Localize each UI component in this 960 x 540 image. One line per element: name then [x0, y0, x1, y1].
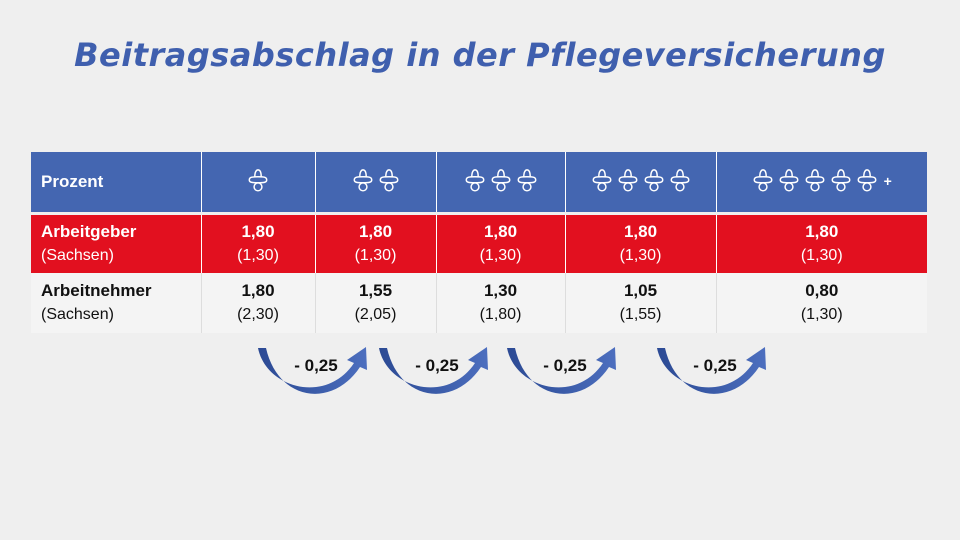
employer-saxony-rate-1: (1,30)	[237, 247, 279, 264]
employer-rate-1: 1,80	[241, 222, 275, 241]
pacifier-icon	[352, 167, 374, 193]
employee-rate-5: 0,80	[805, 281, 839, 300]
reduction-label: - 0,25	[693, 356, 737, 375]
employee-rate-4: 1,05	[623, 281, 658, 300]
header-col-5: +	[716, 152, 927, 212]
pacifier-icon	[669, 167, 691, 193]
employer-rate-3: 1,80	[483, 222, 518, 241]
reduction-arrow-1: - 0,25	[256, 343, 376, 403]
pacifier-icon	[617, 167, 639, 193]
pacifier-icon	[778, 167, 800, 193]
pacifier-icon	[856, 167, 878, 193]
table-header-row: Prozent +	[31, 152, 927, 212]
page-title: Beitragsabschlag in der Pflegeversicheru…	[74, 36, 886, 74]
header-label: Prozent	[31, 152, 202, 212]
employer-saxony-rate-2: (1,30)	[354, 247, 397, 264]
table-row-employee: Arbeitnehmer (Sachsen) 1,80 (2,30) 1,55 (2…	[31, 273, 927, 333]
row-label: Arbeitgeber	[41, 222, 137, 241]
header-col-1	[201, 152, 316, 212]
employer-saxony-rate-3: (1,30)	[479, 247, 522, 264]
pacifier-icon	[804, 167, 826, 193]
pacifier-icon	[643, 167, 665, 193]
plus-sign: +	[883, 172, 892, 189]
pacifier-icon	[830, 167, 852, 193]
reduction-arrow-4: - 0,25	[655, 343, 775, 403]
employee-saxony-rate-5: (1,30)	[800, 306, 843, 323]
reduction-label: - 0,25	[415, 356, 459, 375]
reduction-arrow-2: - 0,25	[377, 343, 497, 403]
employer-saxony-rate-5: (1,30)	[800, 247, 843, 264]
reduction-label: - 0,25	[294, 356, 338, 375]
employee-saxony-rate-4: (1,55)	[619, 306, 662, 323]
row-sublabel: (Sachsen)	[41, 247, 114, 264]
employer-rate-2: 1,80	[358, 222, 393, 241]
employee-rate-2: 1,55	[358, 281, 393, 300]
employee-saxony-rate-1: (2,30)	[237, 306, 279, 323]
employer-rate-5: 1,80	[805, 222, 839, 241]
pacifier-icon	[247, 167, 269, 193]
reduction-arrow-3: - 0,25	[505, 343, 625, 403]
employer-saxony-rate-4: (1,30)	[619, 247, 662, 264]
row-label: Arbeitnehmer	[41, 281, 152, 300]
employer-rate-4: 1,80	[623, 222, 658, 241]
pacifier-icon	[591, 167, 613, 193]
employee-saxony-rate-3: (1,80)	[479, 306, 522, 323]
reduction-label: - 0,25	[543, 356, 587, 375]
employee-rate-1: 1,80	[241, 281, 275, 300]
pacifier-icon	[490, 167, 512, 193]
pacifier-icon	[752, 167, 774, 193]
employee-saxony-rate-2: (2,05)	[354, 306, 397, 323]
pacifier-icon	[378, 167, 400, 193]
header-col-3	[436, 152, 566, 212]
employee-rate-3: 1,30	[483, 281, 518, 300]
row-sublabel: (Sachsen)	[41, 306, 114, 323]
pacifier-icon	[464, 167, 486, 193]
header-col-2	[315, 152, 437, 212]
contribution-table: Prozent + Arbeitgeber (Sachsen) 1,80 (1,3…	[31, 152, 927, 333]
table-row-employer: Arbeitgeber (Sachsen) 1,80 (1,30) 1,80 (1,…	[31, 215, 927, 273]
pacifier-icon	[516, 167, 538, 193]
header-col-4	[565, 152, 717, 212]
